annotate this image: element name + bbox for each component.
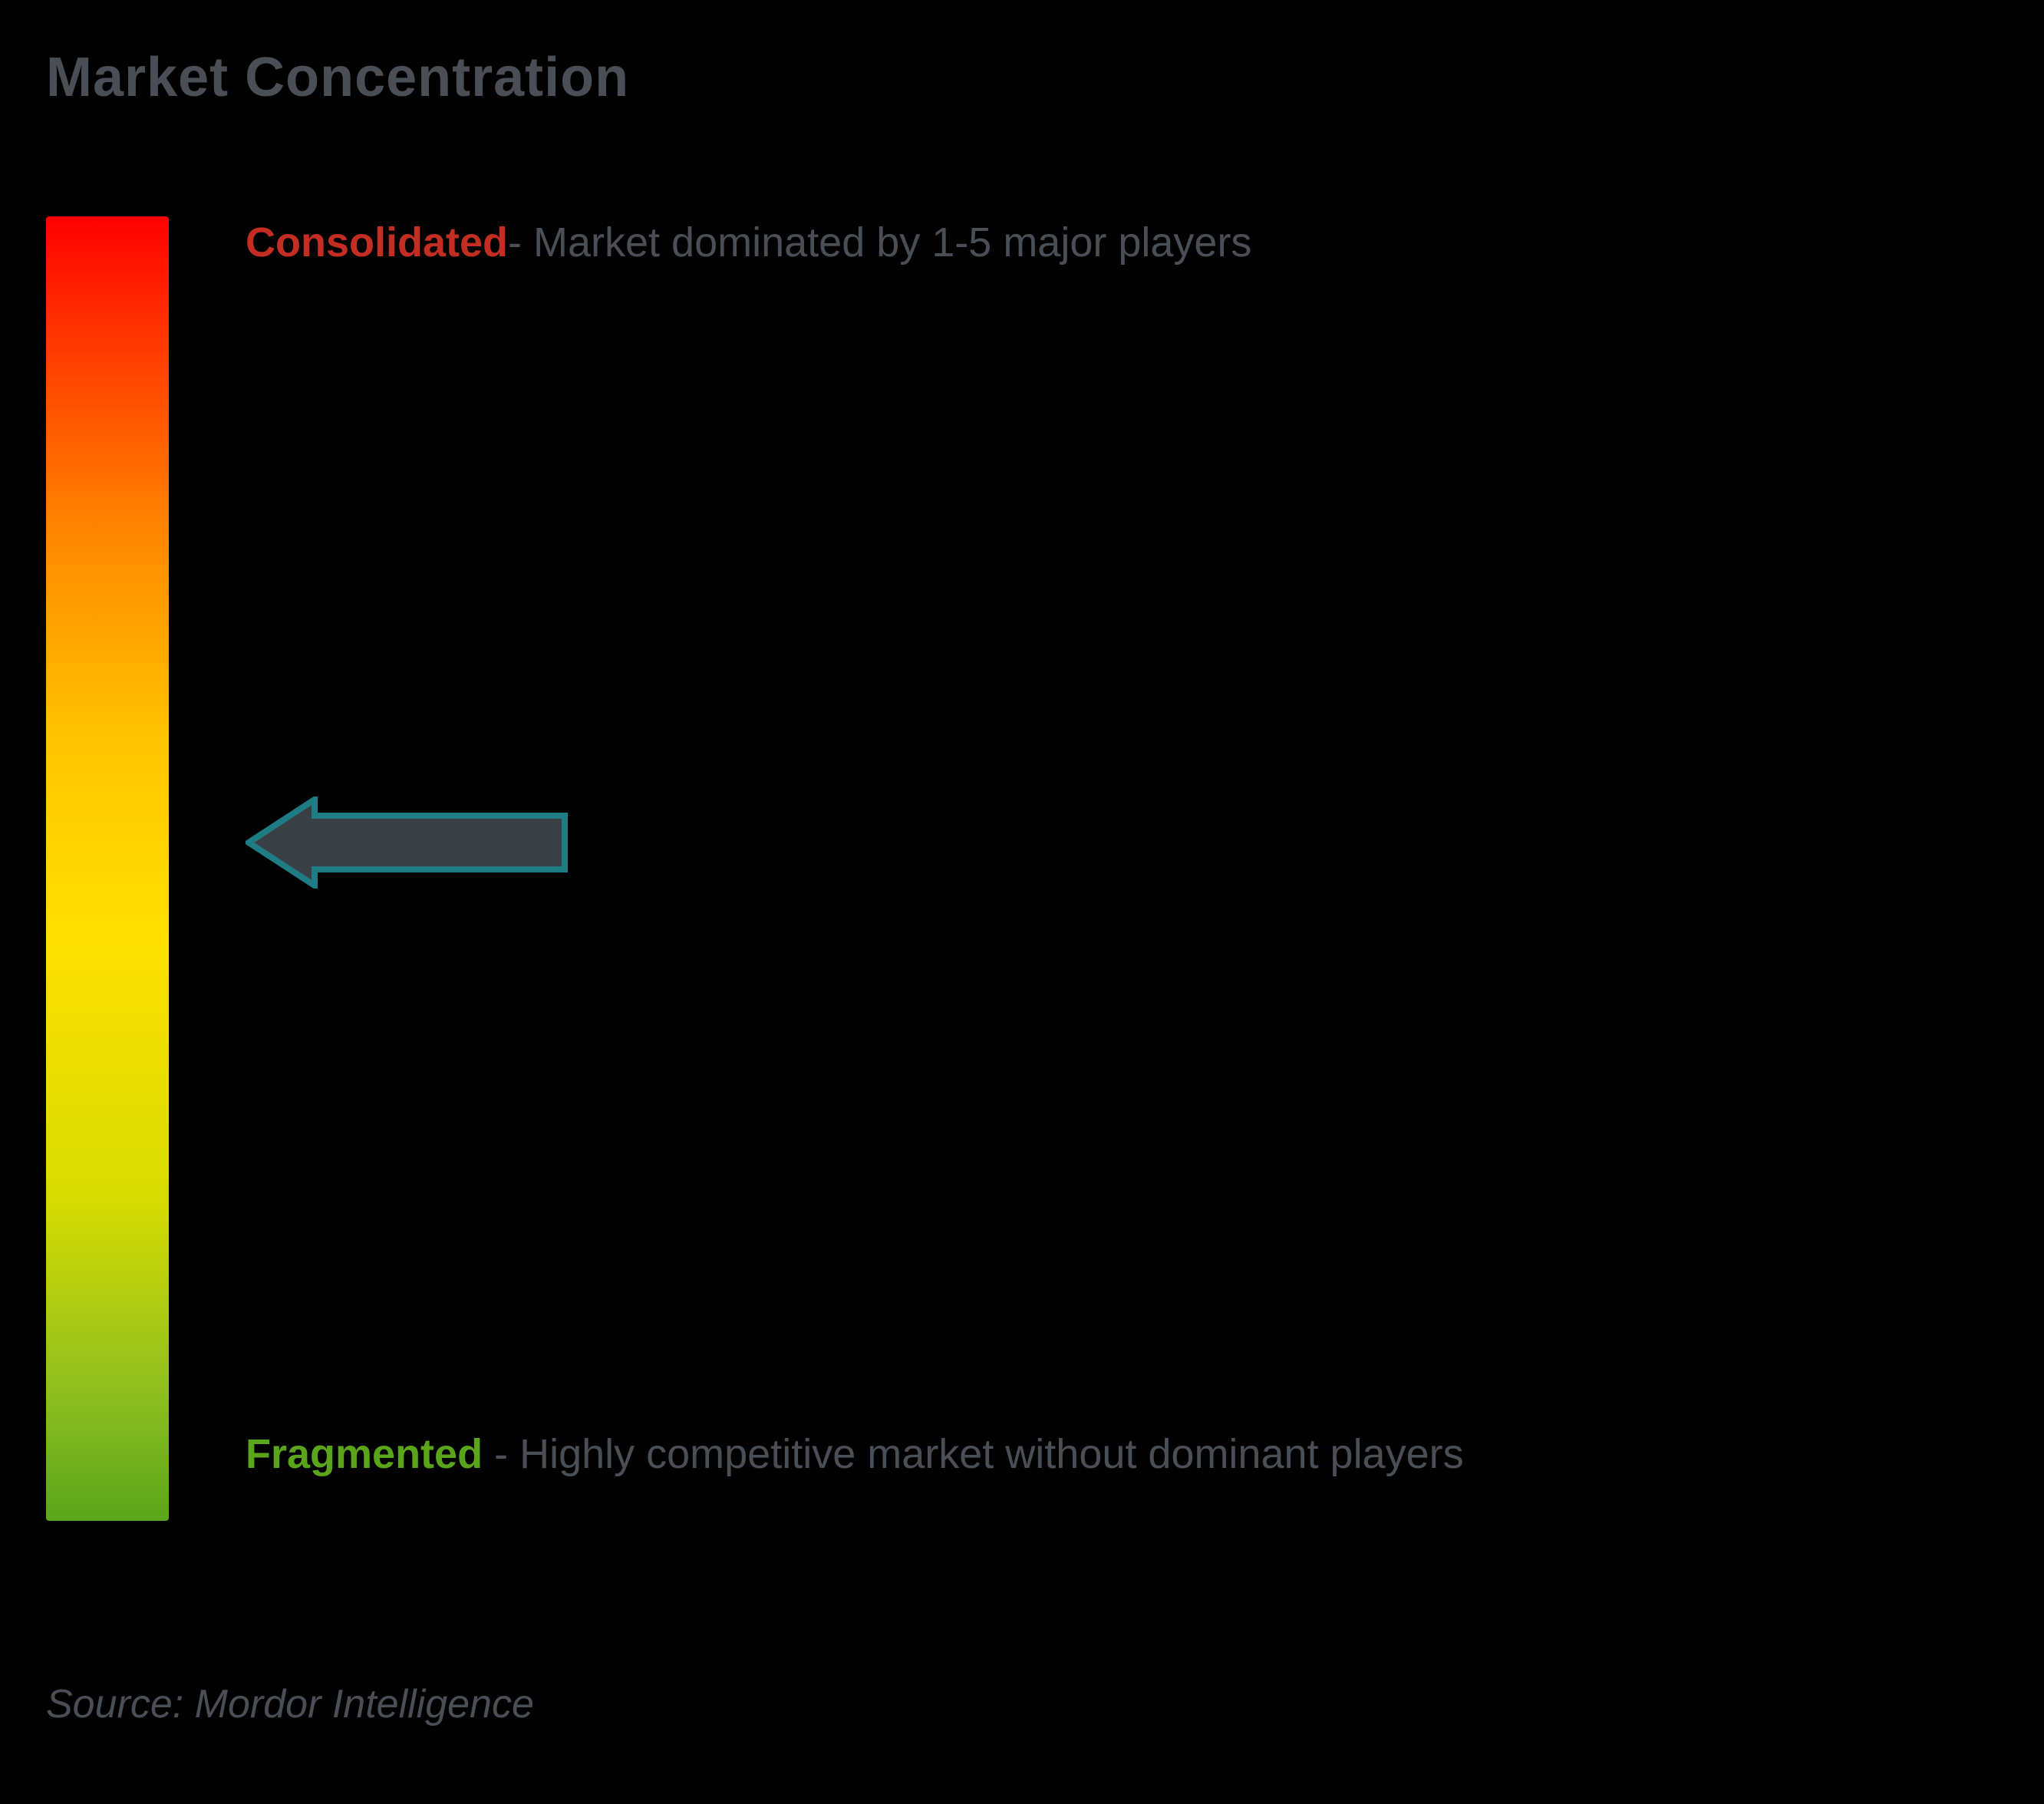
consolidated-description: Market dominated by 1-5 major players [533,219,1251,265]
source-value: Mordor Intelligence [195,1682,534,1726]
fragmented-keyword: Fragmented [246,1431,483,1477]
source-line: Source: Mordor Intelligence [46,1681,534,1727]
chart-row: Consolidated- Market dominated by 1-5 ma… [46,216,1998,1521]
source-label: Source: [46,1682,183,1726]
labels-column: Consolidated- Market dominated by 1-5 ma… [246,216,1998,1521]
arrow-left-icon [246,796,568,889]
card-title: Market Concentration [46,46,1998,109]
fragmented-label: Fragmented - Highly competitive market w… [246,1420,1464,1490]
fragmented-dash: - [494,1431,508,1477]
fragmented-description: Highly competitive market without domina… [519,1431,1464,1477]
consolidated-keyword: Consolidated [246,219,508,265]
indicator-arrow [246,796,568,889]
consolidated-label: Consolidated- Market dominated by 1-5 ma… [246,212,1251,274]
market-concentration-card: Market Concentration Consolidated- Marke… [0,0,2044,1804]
concentration-gradient-bar [46,216,169,1521]
consolidated-dash: - [508,219,522,265]
